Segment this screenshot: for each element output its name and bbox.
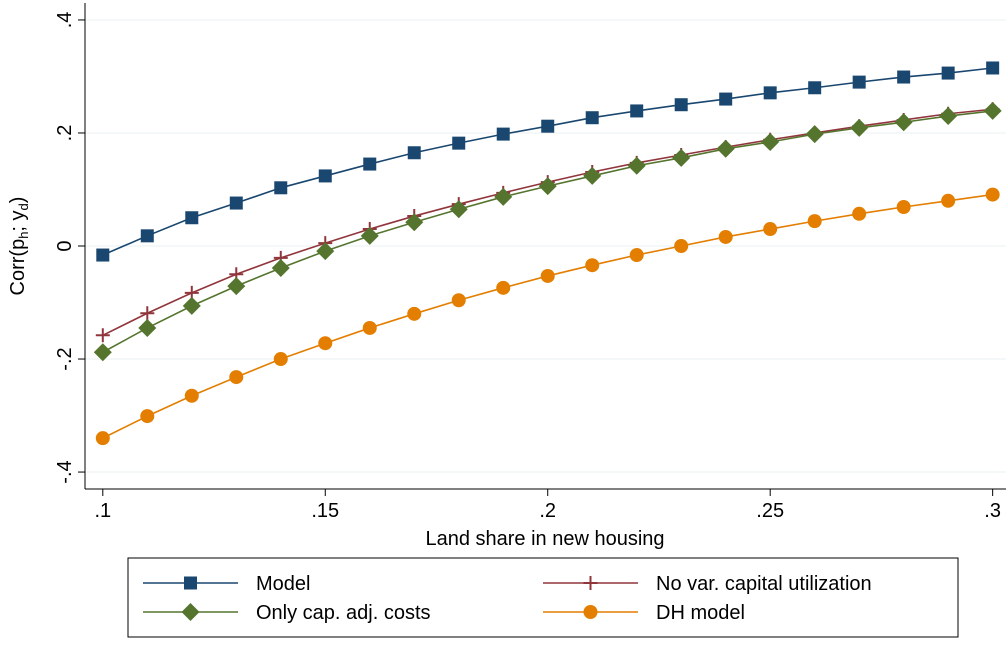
point: [451, 293, 466, 308]
point: [538, 177, 557, 196]
legend-marker: [181, 603, 200, 621]
point: [229, 196, 243, 210]
point: [761, 133, 780, 152]
point: [941, 66, 955, 80]
point: [362, 320, 377, 335]
point: [140, 306, 155, 321]
point: [852, 75, 866, 89]
point: [674, 98, 688, 112]
point: [185, 211, 199, 225]
point: [182, 296, 201, 315]
point: [585, 258, 600, 273]
point: [184, 388, 199, 403]
point: [716, 139, 735, 158]
y-axis-label-part: Corr(p: [7, 239, 29, 296]
legend-marker: [184, 576, 197, 590]
legend-label: DH model: [656, 602, 745, 624]
point: [96, 248, 110, 262]
point: [95, 328, 110, 343]
legend-label: Only cap. adj. costs: [256, 602, 431, 624]
point: [983, 101, 1002, 120]
point: [808, 81, 822, 95]
legend-label: Model: [256, 573, 310, 595]
point: [674, 239, 689, 253]
y-axis-label-part: d: [16, 203, 31, 210]
point: [896, 200, 911, 215]
point: [407, 306, 422, 321]
point: [229, 370, 244, 385]
point: [985, 187, 1000, 202]
y-tick-label: -.4: [54, 460, 76, 483]
point: [360, 226, 379, 245]
x-tick-label: .3: [984, 500, 1001, 522]
point: [986, 61, 1000, 75]
point: [583, 166, 602, 185]
x-tick-label: .1: [94, 500, 111, 522]
point: [718, 229, 733, 244]
legend-marker: [583, 576, 598, 590]
y-tick-label: -.2: [54, 347, 76, 370]
point: [496, 127, 510, 141]
legend-box: [127, 557, 959, 638]
y-tick-label: .2: [54, 125, 76, 142]
y-axis-label-part: ; y: [7, 210, 29, 231]
point: [449, 200, 468, 219]
point: [140, 229, 154, 243]
point: [807, 214, 822, 229]
point: [274, 181, 288, 195]
point: [630, 104, 644, 118]
x-tick-label: .25: [756, 500, 784, 522]
point: [540, 268, 555, 283]
x-axis-label: Land share in new housing: [425, 528, 664, 550]
y-tick-label: .4: [54, 12, 76, 29]
point: [850, 118, 869, 137]
point: [93, 343, 112, 362]
point: [585, 111, 599, 125]
point: [941, 193, 956, 208]
legend-label: No var. capital utilization: [656, 573, 872, 595]
y-axis-label: Corr(ph; yd): [7, 197, 31, 296]
y-axis-label-part: h: [16, 232, 31, 239]
point: [719, 92, 733, 106]
x-tick-label: .2: [539, 500, 556, 522]
point: [494, 187, 513, 206]
point: [407, 146, 421, 160]
point: [672, 148, 691, 167]
legend-marker: [583, 605, 598, 619]
point: [852, 206, 867, 221]
point: [541, 119, 555, 133]
point: [140, 409, 155, 424]
point: [227, 277, 246, 296]
point: [894, 113, 913, 132]
point: [318, 336, 333, 351]
point: [452, 136, 466, 150]
x-tick-label: .15: [311, 500, 339, 522]
point: [763, 86, 777, 100]
y-axis-label-part: ): [7, 197, 29, 204]
point: [405, 213, 424, 232]
point: [805, 125, 824, 144]
point: [273, 352, 288, 367]
point: [318, 169, 332, 183]
point: [271, 259, 290, 278]
point: [95, 431, 110, 446]
y-tick-label: 0: [54, 240, 76, 251]
point: [763, 222, 778, 237]
point: [316, 242, 335, 261]
point: [627, 156, 646, 175]
point: [363, 157, 377, 171]
point: [629, 248, 644, 263]
point: [897, 70, 911, 84]
point: [496, 280, 511, 295]
point: [138, 318, 157, 337]
point: [939, 107, 958, 126]
